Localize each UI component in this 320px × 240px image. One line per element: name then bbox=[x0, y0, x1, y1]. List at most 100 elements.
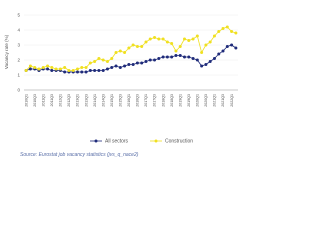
source: Source: Eurostat job vacancy statistics … bbox=[20, 152, 139, 158]
chart: Vacancy rate (%) Source: Eurostat job va… bbox=[4, 13, 238, 158]
legend-label: All sectors bbox=[105, 139, 129, 145]
data-point bbox=[97, 57, 101, 60]
x-tick-label: 2015Q3 bbox=[119, 94, 123, 107]
data-point bbox=[174, 49, 178, 53]
data-point bbox=[80, 66, 84, 69]
data-point bbox=[123, 64, 127, 68]
x-tick-label: 2016Q3 bbox=[136, 94, 140, 107]
data-point bbox=[88, 69, 92, 72]
data-point bbox=[195, 58, 199, 62]
data-point bbox=[46, 67, 50, 71]
data-point bbox=[46, 64, 50, 68]
data-point bbox=[161, 37, 165, 41]
data-point bbox=[101, 58, 105, 62]
data-point bbox=[230, 30, 234, 33]
data-point bbox=[50, 69, 54, 72]
data-point bbox=[131, 43, 135, 47]
x-tick-label: 2022Q1 bbox=[230, 94, 234, 107]
x-tick-label: 2017Q1 bbox=[144, 94, 148, 107]
data-point bbox=[80, 70, 84, 74]
legend-label: Construction bbox=[165, 139, 193, 145]
data-point bbox=[157, 37, 161, 41]
data-point bbox=[148, 37, 152, 41]
y-tick-label: 5 bbox=[17, 13, 20, 18]
y-axis-label: Vacancy rate (%) bbox=[4, 34, 9, 69]
data-point bbox=[234, 31, 238, 35]
data-point bbox=[114, 51, 118, 54]
data-point bbox=[204, 43, 208, 47]
data-point bbox=[174, 54, 178, 57]
data-point bbox=[170, 55, 174, 59]
legend-marker bbox=[94, 139, 98, 143]
y-tick-label: 1 bbox=[17, 73, 20, 78]
data-point bbox=[183, 55, 186, 59]
data-point bbox=[88, 61, 92, 65]
data-point bbox=[221, 49, 225, 53]
data-point bbox=[76, 70, 79, 74]
data-point bbox=[183, 37, 186, 41]
data-point bbox=[161, 55, 165, 59]
data-point bbox=[114, 64, 118, 68]
data-point bbox=[204, 63, 208, 66]
data-point bbox=[170, 42, 174, 45]
data-point bbox=[208, 60, 212, 63]
data-point bbox=[63, 66, 67, 69]
data-point bbox=[225, 45, 229, 48]
data-point bbox=[101, 69, 105, 72]
x-tick-label: 2012Q3 bbox=[67, 94, 71, 107]
x-tick-label: 2013Q1 bbox=[76, 94, 80, 107]
data-point bbox=[191, 37, 195, 41]
legend-marker bbox=[154, 139, 158, 143]
data-point bbox=[37, 67, 41, 71]
x-tick-label: 2015Q1 bbox=[110, 94, 114, 107]
data-point bbox=[67, 69, 71, 72]
x-tick-label: 2018Q1 bbox=[161, 94, 165, 107]
data-point bbox=[41, 66, 45, 69]
data-point bbox=[230, 43, 234, 47]
data-point bbox=[195, 34, 199, 38]
data-point bbox=[153, 36, 157, 39]
data-point bbox=[144, 40, 148, 44]
data-point bbox=[178, 54, 182, 57]
data-point bbox=[234, 46, 238, 50]
data-point bbox=[97, 69, 101, 72]
x-tick-label: 2014Q3 bbox=[101, 94, 105, 107]
data-point bbox=[84, 70, 88, 74]
y-tick-label: 3 bbox=[17, 43, 20, 48]
data-point bbox=[178, 45, 182, 48]
data-point bbox=[140, 61, 144, 65]
data-point bbox=[123, 51, 127, 54]
data-point bbox=[225, 25, 229, 29]
data-point bbox=[217, 30, 221, 33]
x-tick-label: 2019Q1 bbox=[178, 94, 182, 107]
x-tick-label: 2016Q1 bbox=[127, 94, 131, 107]
data-point bbox=[165, 55, 169, 59]
data-point bbox=[33, 66, 37, 69]
data-point bbox=[93, 60, 97, 63]
series-line bbox=[25, 26, 236, 71]
y-tick-label: 4 bbox=[17, 28, 20, 33]
data-point bbox=[50, 66, 54, 69]
y-tick-label: 0 bbox=[17, 88, 20, 93]
data-point bbox=[28, 67, 32, 71]
data-point bbox=[84, 66, 88, 69]
data-point bbox=[212, 34, 216, 38]
data-point bbox=[54, 67, 58, 71]
data-point bbox=[76, 67, 79, 71]
data-point bbox=[221, 27, 225, 30]
x-tick-label: 2020Q1 bbox=[196, 94, 200, 107]
data-point bbox=[153, 58, 157, 62]
x-tick-label: 2011Q1 bbox=[41, 94, 45, 107]
data-point bbox=[157, 57, 161, 60]
x-tick-label: 2010Q3 bbox=[33, 94, 37, 107]
data-point bbox=[212, 57, 216, 60]
data-point bbox=[187, 55, 191, 59]
data-point bbox=[191, 57, 195, 60]
data-point bbox=[165, 40, 169, 44]
x-tick-label: 2012Q1 bbox=[59, 94, 63, 107]
data-point bbox=[110, 66, 114, 69]
x-tick-label: 2018Q3 bbox=[170, 94, 174, 107]
data-point bbox=[24, 69, 28, 72]
data-point bbox=[140, 45, 144, 48]
data-point bbox=[131, 63, 135, 66]
